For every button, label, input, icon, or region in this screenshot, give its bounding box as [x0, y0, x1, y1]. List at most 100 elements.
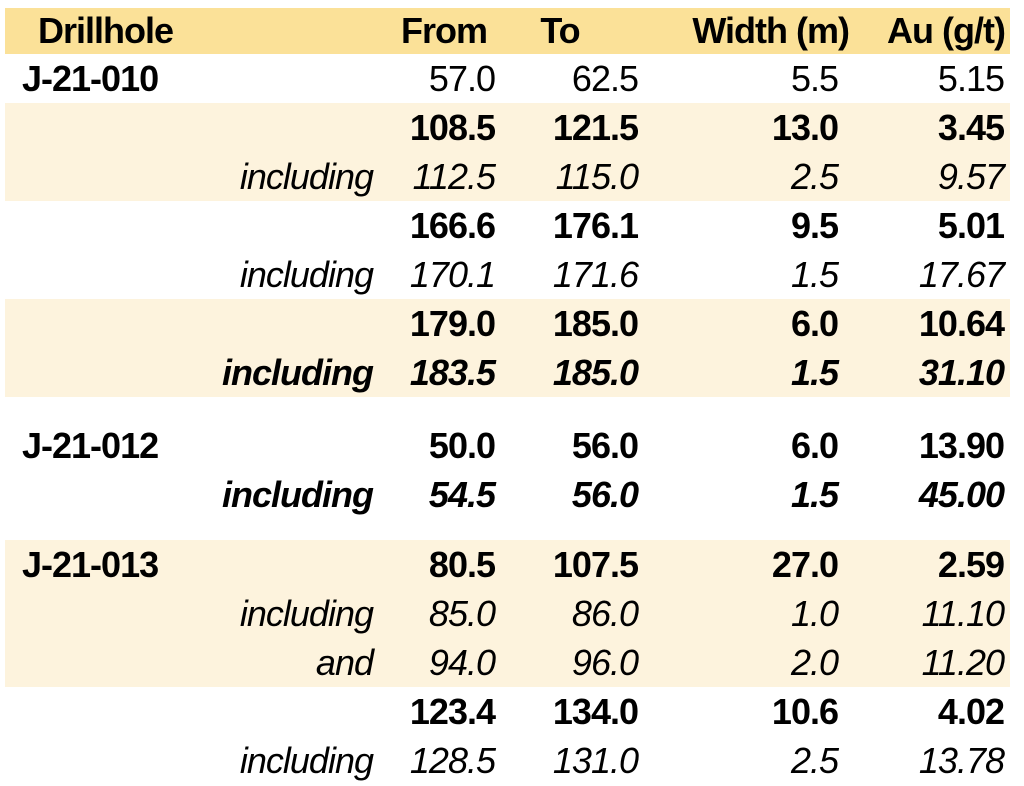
drillhole-cell: including [5, 253, 385, 295]
drillhole-cell: J-21-010 [5, 57, 385, 99]
au-value: 5.15 [937, 57, 1005, 99]
width-value: 2.5 [790, 155, 839, 197]
interval-qualifier: including [239, 253, 374, 295]
from-value: 85.0 [428, 592, 496, 634]
col-header-drillhole: Drillhole [38, 10, 174, 51]
au-value: 11.10 [921, 592, 1005, 634]
to-value: 96.0 [571, 641, 639, 683]
drillhole-cell: J-21-013 [5, 543, 385, 585]
table-row: and 94.0 96.0 2.0 11.20 [5, 638, 1010, 687]
table-row: including 128.5 131.0 2.5 13.78 [5, 736, 1010, 785]
to-value: 56.0 [571, 473, 639, 515]
drillhole-cell: including [5, 351, 385, 393]
table-row: J-21-013 80.5 107.5 27.0 2.59 [5, 540, 1010, 589]
au-value: 13.90 [918, 424, 1005, 466]
width-value: 1.5 [790, 351, 839, 393]
width-value: 9.5 [790, 204, 839, 246]
from-value: 179.0 [409, 302, 496, 344]
width-value: 13.0 [771, 106, 839, 148]
to-value: 115.0 [555, 155, 639, 197]
from-value: 80.5 [428, 543, 496, 585]
drillhole-cell: including [5, 155, 385, 197]
interval-qualifier: and [315, 641, 374, 683]
from-value: 128.5 [409, 739, 496, 781]
au-value: 17.67 [918, 253, 1005, 295]
table-row: 108.5 121.5 13.0 3.45 [5, 103, 1010, 152]
section-spacer [5, 397, 1010, 421]
from-value: 50.0 [428, 424, 496, 466]
drillhole-cell: including [5, 473, 385, 515]
au-value: 31.10 [918, 351, 1005, 393]
au-value: 9.57 [937, 155, 1005, 197]
from-value: 108.5 [409, 106, 496, 148]
to-value: 131.0 [552, 739, 639, 781]
from-value: 123.4 [409, 690, 496, 732]
drillhole-id: J-21-012 [22, 424, 159, 466]
to-value: 134.0 [552, 690, 639, 732]
from-value: 170.1 [409, 253, 496, 295]
to-value: 185.0 [552, 351, 639, 393]
width-value: 2.5 [790, 739, 839, 781]
col-header-from: From [401, 10, 488, 51]
table-header: Drillhole From To Width (m) Au (g/t) [5, 8, 1010, 54]
to-value: 56.0 [571, 424, 639, 466]
table-row: including 112.5 115.0 2.5 9.57 [5, 152, 1010, 201]
drillhole-cell: including [5, 739, 385, 781]
au-value: 3.45 [937, 106, 1005, 148]
au-value: 4.02 [937, 690, 1005, 732]
drillhole-id: J-21-013 [22, 543, 159, 585]
width-value: 1.0 [790, 592, 839, 634]
interval-qualifier: including [239, 155, 374, 197]
from-value: 94.0 [428, 641, 496, 683]
to-value: 121.5 [552, 106, 639, 148]
width-value: 5.5 [790, 57, 839, 99]
width-value: 1.5 [790, 473, 839, 515]
from-value: 183.5 [409, 351, 496, 393]
to-value: 86.0 [571, 592, 639, 634]
table-row: including 183.5 185.0 1.5 31.10 [5, 348, 1010, 397]
section-spacer [5, 519, 1010, 540]
to-value: 107.5 [552, 543, 639, 585]
au-value: 2.59 [937, 543, 1005, 585]
table-row: including 170.1 171.6 1.5 17.67 [5, 250, 1010, 299]
table-row: J-21-012 50.0 56.0 6.0 13.90 [5, 421, 1010, 470]
col-header-width: Width (m) [692, 10, 850, 51]
from-value: 166.6 [409, 204, 496, 246]
interval-qualifier: including [222, 351, 374, 393]
width-value: 1.5 [790, 253, 839, 295]
table-row: 123.4 134.0 10.6 4.02 [5, 687, 1010, 736]
to-value: 62.5 [571, 57, 639, 99]
table-row: including 54.5 56.0 1.5 45.00 [5, 470, 1010, 519]
width-value: 6.0 [790, 302, 839, 344]
interval-qualifier: including [239, 739, 374, 781]
from-value: 57.0 [428, 57, 496, 99]
au-value: 45.00 [918, 473, 1005, 515]
col-header-au: Au (g/t) [887, 10, 1006, 51]
interval-qualifier: including [239, 592, 374, 634]
au-value: 13.78 [918, 739, 1005, 781]
table-row: 166.6 176.1 9.5 5.01 [5, 201, 1010, 250]
from-value: 54.5 [428, 473, 496, 515]
table-row: 179.0 185.0 6.0 10.64 [5, 299, 1010, 348]
width-value: 27.0 [771, 543, 839, 585]
to-value: 185.0 [552, 302, 639, 344]
au-value: 5.01 [937, 204, 1005, 246]
drillhole-cell: including [5, 592, 385, 634]
width-value: 2.0 [790, 641, 839, 683]
au-value: 10.64 [918, 302, 1005, 344]
drillhole-cell: J-21-012 [5, 424, 385, 466]
col-header-to: To [540, 10, 580, 51]
drillhole-id: J-21-010 [22, 57, 159, 99]
width-value: 6.0 [790, 424, 839, 466]
drillhole-cell: and [5, 641, 385, 683]
interval-qualifier: including [222, 473, 374, 515]
table-row: including 85.0 86.0 1.0 11.10 [5, 589, 1010, 638]
assay-table: Drillhole From To Width (m) Au (g/t) J-2… [5, 8, 1010, 785]
au-value: 11.20 [921, 641, 1005, 683]
table-row: J-21-010 57.0 62.5 5.5 5.15 [5, 54, 1010, 103]
table-body: J-21-010 57.0 62.5 5.5 5.15 108.5 121.5 … [5, 54, 1010, 785]
width-value: 10.6 [771, 690, 839, 732]
from-value: 112.5 [412, 155, 496, 197]
to-value: 171.6 [552, 253, 639, 295]
